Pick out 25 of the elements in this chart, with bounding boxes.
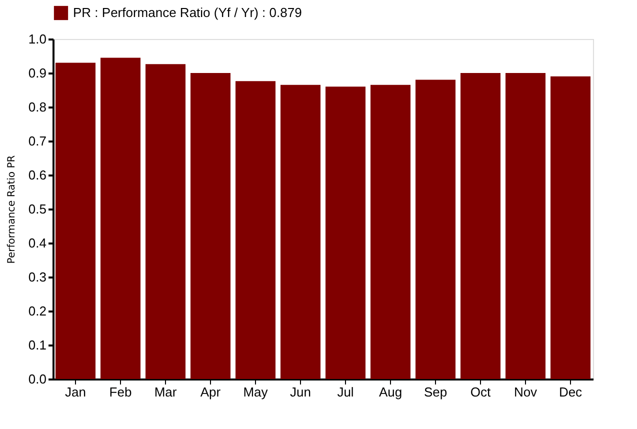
legend-label: PR : Performance Ratio (Yf / Yr) : 0.879	[73, 5, 302, 20]
y-axis-title: Performance Ratio PR	[6, 155, 18, 264]
x-tick-label: Feb	[109, 384, 132, 400]
y-tick-label: 0.6	[28, 168, 46, 182]
y-tick-label: 0.0	[28, 372, 46, 386]
x-tick-label: May	[243, 384, 268, 400]
x-tick-label: Mar	[154, 384, 178, 400]
y-tick-label: 0.7	[28, 134, 46, 148]
x-tick-label: Sep	[424, 384, 448, 400]
x-tick-label: Nov	[514, 384, 538, 400]
y-tick-label: 0.4	[28, 236, 46, 250]
x-tick-label: Jun	[290, 384, 311, 400]
y-tick-label: 0.2	[28, 304, 46, 318]
x-tick-label: Dec	[558, 384, 583, 400]
x-tick-label: Apr	[200, 384, 222, 400]
y-tick-label: 1.0	[28, 32, 46, 46]
x-tick-label: Oct	[470, 384, 491, 400]
y-tick-label: 0.5	[28, 202, 46, 216]
y-tick-label: 0.3	[28, 270, 46, 284]
y-tick-label: 0.8	[28, 100, 46, 114]
x-tick-label: Aug	[378, 384, 402, 400]
y-tick-label: 0.9	[28, 66, 46, 80]
y-tick-label: 0.1	[28, 338, 46, 352]
x-tick-label: Jan	[65, 384, 86, 400]
x-tick-label: Jul	[337, 384, 354, 400]
